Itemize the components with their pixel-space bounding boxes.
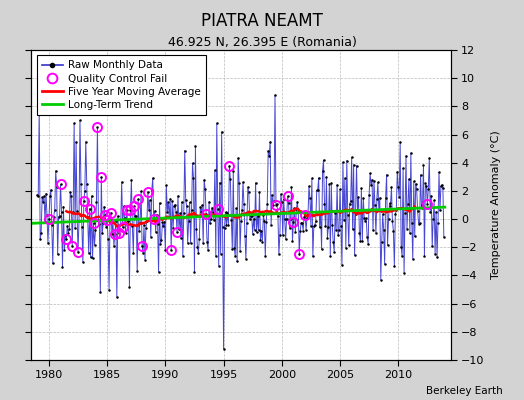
Text: 46.925 N, 26.395 E (Romania): 46.925 N, 26.395 E (Romania) [168, 36, 356, 49]
Text: Berkeley Earth: Berkeley Earth [427, 386, 503, 396]
Y-axis label: Temperature Anomaly (°C): Temperature Anomaly (°C) [492, 131, 501, 279]
Legend: Raw Monthly Data, Quality Control Fail, Five Year Moving Average, Long-Term Tren: Raw Monthly Data, Quality Control Fail, … [37, 55, 206, 115]
Text: PIATRA NEAMT: PIATRA NEAMT [201, 12, 323, 30]
